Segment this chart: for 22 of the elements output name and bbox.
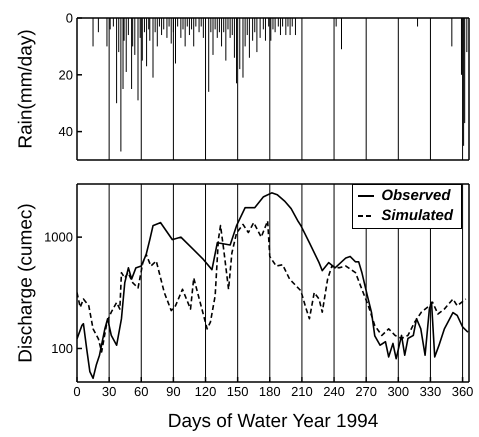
x-tick-label: 300	[387, 384, 410, 400]
x-tick-label: 360	[452, 384, 474, 400]
legend-label: Simulated	[381, 206, 453, 226]
x-axis-title: Days of Water Year 1994	[168, 411, 379, 432]
y-tick-label: 20	[58, 67, 73, 82]
x-tick-label: 240	[323, 384, 345, 400]
y-tick-label: 40	[58, 124, 73, 140]
x-tick-label: 270	[355, 384, 378, 400]
y-axis-title: Discharge (cumec)	[16, 203, 37, 363]
y-tick-label: 100	[51, 341, 73, 356]
x-tick-label: 120	[194, 384, 216, 400]
x-tick-label: 30	[102, 384, 116, 400]
x-tick-label: 90	[166, 384, 181, 400]
x-tick-label: 60	[134, 384, 148, 400]
x-tick-label: 210	[291, 384, 313, 400]
y-axis-title: Rain(mm/day)	[16, 29, 37, 149]
x-tick-label: 330	[420, 384, 442, 400]
legend-label: Observed	[381, 186, 451, 206]
x-tick-label: 150	[226, 384, 249, 400]
y-tick-label: 1000	[44, 230, 73, 245]
y-tick-label: 0	[66, 10, 73, 26]
x-tick-label: 180	[258, 384, 281, 400]
